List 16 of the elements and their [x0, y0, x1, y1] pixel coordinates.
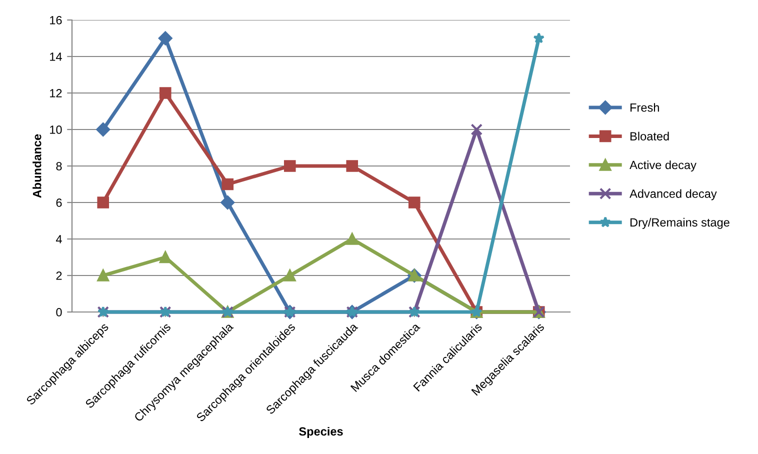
legend-label: Fresh [630, 103, 659, 112]
y-tick-label: 16 [50, 16, 62, 24]
y-tick-label: 0 [56, 308, 62, 316]
y-tick-label: 14 [50, 52, 62, 61]
y-tick-label: 10 [50, 126, 62, 134]
y-tick-label: 8 [56, 162, 62, 170]
x-axis-title: Species [299, 426, 343, 438]
legend-label: Advanced decay [630, 189, 717, 200]
y-tick-label: 6 [56, 198, 62, 207]
legend-label: Active decay [630, 160, 696, 172]
y-axis-title: Abundance [32, 134, 42, 198]
y-tick-label: 4 [56, 235, 62, 244]
legend-label: Dry/Remains stage [630, 218, 730, 229]
y-tick-label: 2 [56, 272, 62, 280]
legend-label: Bloated [630, 132, 669, 140]
y-tick-label: 12 [50, 89, 62, 98]
